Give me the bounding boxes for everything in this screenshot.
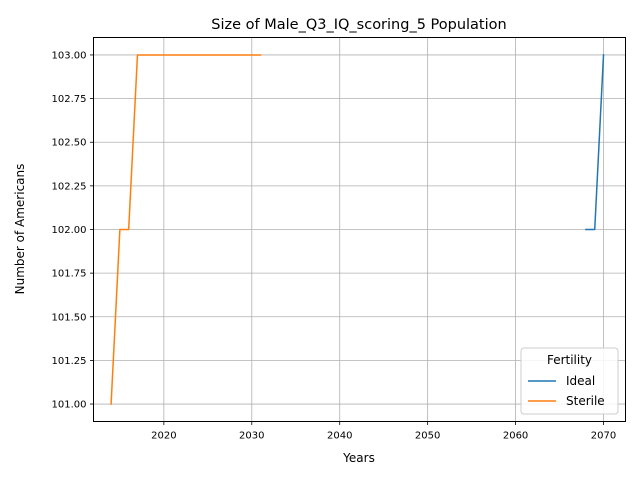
y-tick-label: 101.25	[52, 356, 87, 367]
axis-ticks: 2020 2030 2040 2050 2060 2070 101.00 101.25 101.…	[52, 50, 617, 441]
x-tick-label: 2050	[415, 431, 440, 442]
x-tick-label: 2020	[151, 431, 176, 442]
series-lines	[110, 54, 605, 405]
legend-title: Fertility	[547, 353, 592, 367]
x-tick-label: 2030	[239, 431, 264, 442]
x-tick-label: 2070	[591, 431, 616, 442]
y-axis-label: Number of Americans	[13, 164, 27, 295]
legend: Fertility Ideal Sterile	[520, 347, 619, 415]
legend-label-ideal: Ideal	[566, 374, 595, 388]
series-line-sterile	[110, 54, 262, 405]
chart-title: Size of Male_Q3_IQ_scoring_5 Population	[211, 17, 506, 33]
y-tick-label: 102.75	[52, 94, 87, 105]
legend-box	[520, 347, 619, 415]
y-tick-label: 101.75	[52, 269, 87, 280]
y-tick-label: 101.50	[52, 312, 87, 323]
y-tick-label: 102.50	[52, 138, 87, 149]
y-tick-label: 101.00	[52, 400, 87, 411]
y-tick-label: 102.00	[52, 225, 87, 236]
legend-label-sterile: Sterile	[566, 394, 605, 408]
y-tick-label: 102.25	[52, 181, 87, 192]
x-tick-label: 2040	[327, 431, 352, 442]
y-tick-label: 103.00	[52, 50, 87, 61]
series-line-ideal	[585, 54, 605, 231]
x-axis-label: Years	[342, 451, 375, 465]
grid	[93, 37, 626, 422]
x-tick-label: 2060	[503, 431, 528, 442]
